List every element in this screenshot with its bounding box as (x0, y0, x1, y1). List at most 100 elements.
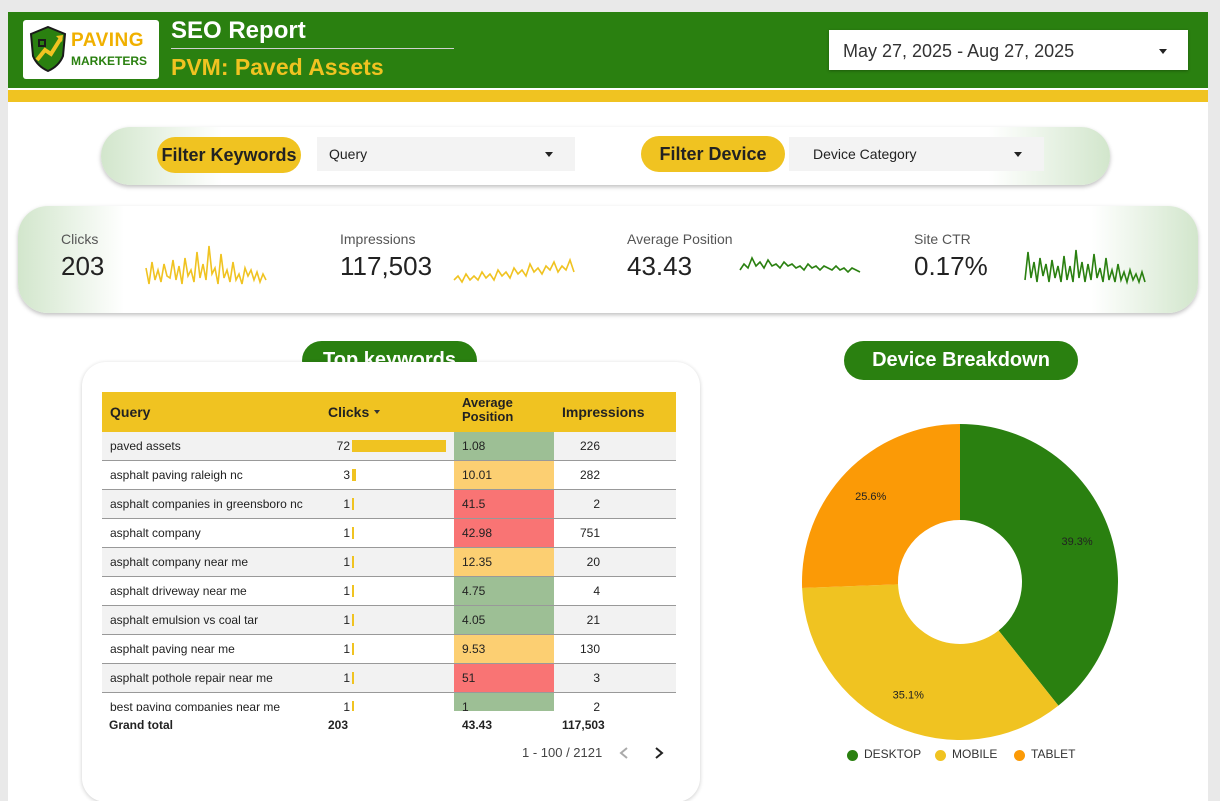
query-cell: asphalt company near me (110, 555, 249, 569)
filter-bar: Filter Keywords Query Filter Device Devi… (101, 127, 1110, 185)
device-category-dropdown[interactable]: Device Category (789, 137, 1044, 171)
keywords-table-card: Query Clicks Average Position Impression… (82, 362, 700, 801)
logo-text-marketers: MARKETERS (71, 54, 148, 68)
company-logo: PAVING MARKETERS (23, 20, 159, 79)
column-header-query[interactable]: Query (110, 404, 151, 420)
clicks-cell: 1 (343, 700, 350, 711)
table-row[interactable]: paved assets 72 1.08 226 (102, 432, 676, 461)
legend-label-desktop[interactable]: DESKTOP (864, 747, 922, 761)
table-row[interactable]: asphalt paving near me 1 9.53 130 (102, 635, 676, 664)
table-row[interactable]: asphalt driveway near me 1 4.75 4 (102, 577, 676, 606)
clicks-bar (352, 498, 354, 510)
donut-slice-tablet[interactable] (802, 424, 960, 588)
clicks-bar (352, 614, 354, 626)
frame-top (0, 0, 1220, 12)
table-row[interactable]: asphalt pothole repair near me 1 51 3 (102, 664, 676, 693)
table-row[interactable]: asphalt paving raleigh nc 3 10.01 282 (102, 461, 676, 490)
table-row[interactable]: asphalt emulsion vs coal tar 1 4.05 21 (102, 606, 676, 635)
kpi-avg-position-value: 43.43 (627, 251, 693, 281)
query-cell: asphalt company (110, 526, 201, 540)
chevron-down-icon (1014, 152, 1022, 157)
clicks-bar (352, 672, 354, 684)
impressions-cell: 2 (593, 700, 600, 711)
clicks-bar (352, 643, 354, 655)
impressions-cell: 226 (579, 439, 600, 453)
ctr-sparkline (1024, 249, 1146, 286)
table-row[interactable]: asphalt companies in greensboro nc 1 41.5 2 (102, 490, 676, 519)
avg-position-cell: 9.53 (454, 635, 554, 663)
query-cell: asphalt paving raleigh nc (110, 468, 243, 482)
clicks-bar (352, 701, 354, 711)
chevron-down-icon (545, 152, 553, 157)
chevron-down-icon (1159, 49, 1167, 54)
previous-page-icon[interactable] (618, 746, 630, 760)
table-row[interactable]: asphalt company 1 42.98 751 (102, 519, 676, 548)
header: PAVING MARKETERS SEO Report PVM: Paved A… (8, 12, 1208, 88)
impressions-cell: 130 (579, 642, 600, 656)
avg-position-cell: 1.08 (454, 432, 554, 460)
query-dropdown-value: Query (329, 146, 368, 162)
logo-text-paving: PAVING (71, 30, 145, 51)
impressions-sparkline (453, 257, 575, 284)
kpi-clicks-label: Clicks (61, 231, 99, 247)
date-range-picker[interactable]: May 27, 2025 - Aug 27, 2025 (829, 30, 1188, 70)
query-cell: asphalt driveway near me (110, 584, 247, 598)
impressions-cell: 282 (579, 468, 600, 482)
avg-position-sparkline (739, 256, 861, 274)
legend-label-tablet[interactable]: TABLET (1031, 747, 1076, 761)
grand-total-clicks: 203 (328, 718, 349, 732)
column-header-avg-position[interactable]: Average Position (462, 395, 514, 424)
avg-position-cell: 4.05 (454, 606, 554, 634)
impressions-cell: 4 (593, 584, 600, 598)
donut-label-desktop: 39.3% (1061, 536, 1092, 548)
query-cell: asphalt companies in greensboro nc (110, 497, 303, 511)
clicks-cell: 1 (343, 497, 350, 511)
clicks-cell: 1 (343, 584, 350, 598)
date-range-text: May 27, 2025 - Aug 27, 2025 (843, 41, 1075, 61)
impressions-cell: 3 (593, 671, 600, 685)
avg-position-cell: 42.98 (454, 519, 554, 547)
impressions-cell: 2 (593, 497, 600, 511)
device-breakdown-title: Device Breakdown (844, 341, 1078, 380)
frame-right (1208, 0, 1220, 801)
clicks-bar (352, 440, 446, 452)
sort-descending-icon (374, 410, 380, 414)
kpi-clicks-value: 203 (61, 251, 105, 281)
clicks-cell: 1 (343, 671, 350, 685)
avg-position-cell: 51 (454, 664, 554, 692)
avg-position-cell: 10.01 (454, 461, 554, 489)
clicks-bar (352, 469, 356, 481)
frame-left (0, 0, 8, 801)
query-cell: best paving companies near me (110, 700, 281, 711)
table-header: Query Clicks Average Position Impression… (102, 392, 676, 432)
kpi-scorecards: Clicks 203 Impressions 117,503 Average P… (18, 206, 1198, 313)
clicks-cell: 3 (343, 468, 350, 482)
report-subtitle: PVM: Paved Assets (171, 54, 384, 80)
legend-swatch-mobile (935, 750, 946, 761)
avg-position-cell: 4.75 (454, 577, 554, 605)
clicks-cell: 72 (336, 439, 350, 453)
donut-slice-desktop[interactable] (960, 424, 1118, 706)
shield-icon (29, 26, 67, 72)
donut-label-mobile: 35.1% (893, 690, 924, 702)
table-row[interactable]: best paving companies near me 1 1 2 (102, 693, 676, 711)
grand-total-impressions: 117,503 (562, 718, 605, 732)
title-divider (171, 48, 454, 49)
table-row[interactable]: asphalt company near me 1 12.35 20 (102, 548, 676, 577)
clicks-cell: 1 (343, 526, 350, 540)
next-page-icon[interactable] (653, 746, 665, 760)
kpi-impressions-label: Impressions (340, 231, 416, 247)
clicks-cell: 1 (343, 613, 350, 627)
avg-position-cell: 12.35 (454, 548, 554, 576)
avg-position-cell: 1 (454, 693, 554, 711)
header-accent-band (8, 90, 1208, 102)
clicks-sparkline (145, 245, 267, 285)
column-header-impressions[interactable]: Impressions (562, 404, 645, 420)
impressions-cell: 751 (579, 526, 600, 540)
column-header-clicks[interactable]: Clicks (328, 404, 380, 420)
query-dropdown[interactable]: Query (317, 137, 575, 171)
legend-swatch-tablet (1014, 750, 1025, 761)
query-cell: asphalt emulsion vs coal tar (110, 613, 259, 627)
legend-label-mobile[interactable]: MOBILE (952, 747, 998, 761)
donut-slice-mobile[interactable] (802, 584, 1059, 740)
